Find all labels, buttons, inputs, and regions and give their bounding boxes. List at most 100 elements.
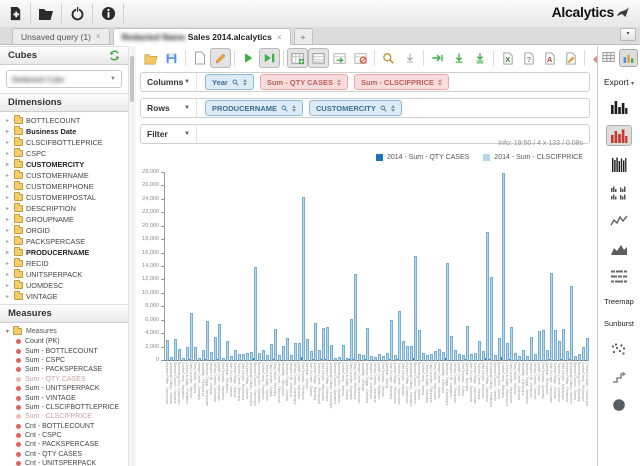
measure-item[interactable]: Sum - UNITSPERPACK bbox=[6, 384, 128, 393]
column-chart-icon[interactable] bbox=[607, 97, 631, 116]
pivot-chip[interactable]: Year bbox=[205, 74, 254, 90]
measure-item[interactable]: Cnt - PACKSPERCASE bbox=[6, 440, 128, 449]
chevron-right-icon[interactable]: ▸ bbox=[6, 183, 11, 190]
dimension-item[interactable]: ▸CUSTOMERPHONE bbox=[6, 181, 128, 192]
close-icon[interactable]: × bbox=[96, 32, 101, 41]
open-button[interactable] bbox=[31, 3, 62, 24]
refresh-icon[interactable] bbox=[109, 50, 120, 61]
chevron-right-icon[interactable]: ▸ bbox=[6, 238, 11, 245]
close-icon[interactable]: × bbox=[277, 33, 282, 42]
measure-item[interactable]: Sum - CLSCIFPRICE bbox=[6, 412, 128, 421]
chevron-right-icon[interactable]: ▸ bbox=[6, 249, 11, 256]
dimension-item[interactable]: ▸ORGID bbox=[6, 225, 128, 236]
measures-root[interactable]: ▾Measures bbox=[6, 326, 128, 337]
sidebar-scrollbar-thumb[interactable] bbox=[130, 56, 134, 102]
sort-icon[interactable] bbox=[292, 105, 296, 112]
run-auto-button[interactable] bbox=[259, 48, 280, 68]
dimension-item[interactable]: ▸CLSCIFBOTTLEPRICE bbox=[6, 137, 128, 148]
chevron-right-icon[interactable]: ▸ bbox=[6, 194, 11, 201]
treemap-button[interactable]: Treemap bbox=[604, 297, 634, 306]
save-query-button[interactable] bbox=[161, 48, 182, 68]
measure-item[interactable]: Sum - CSPC bbox=[6, 356, 128, 365]
area-chart-icon[interactable] bbox=[607, 239, 631, 258]
chevron-down-icon[interactable]: ▾ bbox=[6, 328, 9, 335]
step-path-icon[interactable] bbox=[607, 367, 631, 386]
dimension-item[interactable]: ▸GROUPNAME bbox=[6, 214, 128, 225]
measure-item[interactable]: Cnt - BOTTLECOUNT bbox=[6, 422, 128, 431]
measure-item[interactable]: Sum - BOTTLECOUNT bbox=[6, 346, 128, 355]
search-icon[interactable] bbox=[380, 105, 387, 112]
new-file-button[interactable] bbox=[189, 48, 210, 68]
chevron-right-icon[interactable]: ▸ bbox=[6, 271, 11, 278]
chevron-right-icon[interactable]: ▸ bbox=[6, 205, 11, 212]
chevron-right-icon[interactable]: ▸ bbox=[6, 150, 11, 157]
chevron-right-icon[interactable]: ▸ bbox=[6, 128, 11, 135]
sort-icon[interactable] bbox=[438, 79, 442, 86]
filter-dropdown[interactable]: Filter ▼ bbox=[141, 125, 197, 143]
open-query-button[interactable] bbox=[140, 48, 161, 68]
export-excel-button[interactable]: X bbox=[497, 48, 518, 68]
grid-stop-button[interactable] bbox=[350, 48, 371, 68]
cube-select[interactable]: Redacted Cube ▼ bbox=[6, 70, 122, 88]
sort-icon[interactable] bbox=[391, 105, 395, 112]
tab-overflow-button[interactable]: ▾ bbox=[620, 28, 636, 41]
measure-item[interactable]: Cnt - CSPC bbox=[6, 431, 128, 440]
column-chart-selected-icon[interactable] bbox=[606, 125, 632, 146]
row-bars-icon[interactable] bbox=[607, 267, 631, 286]
chevron-right-icon[interactable]: ▸ bbox=[6, 293, 11, 300]
dimension-item[interactable]: ▸UOMDESC bbox=[6, 280, 128, 291]
about-button[interactable] bbox=[93, 3, 124, 24]
dense-bars-icon[interactable] bbox=[607, 155, 631, 174]
chart-plot[interactable] bbox=[165, 172, 589, 361]
scatter-icon[interactable] bbox=[607, 339, 631, 358]
grid-add-button[interactable] bbox=[287, 48, 308, 68]
chart-view-button[interactable] bbox=[619, 49, 638, 67]
chevron-right-icon[interactable]: ▸ bbox=[6, 172, 11, 179]
search-icon[interactable] bbox=[232, 79, 239, 86]
table-view-button[interactable] bbox=[600, 49, 617, 65]
power-button[interactable] bbox=[62, 3, 93, 24]
pie-icon[interactable] bbox=[607, 395, 631, 414]
dimension-item[interactable]: ▸DESCRIPTION bbox=[6, 203, 128, 214]
measure-item[interactable]: Cnt - UNITSPERPACK bbox=[6, 459, 128, 466]
chevron-right-icon[interactable]: ▸ bbox=[6, 260, 11, 267]
dimension-item[interactable]: ▸BOTTLECOUNT bbox=[6, 115, 128, 126]
export-pdf-button[interactable]: A bbox=[539, 48, 560, 68]
export-help-button[interactable]: ? bbox=[518, 48, 539, 68]
chevron-right-icon[interactable]: ▸ bbox=[6, 139, 11, 146]
new-tab-button[interactable]: + bbox=[294, 28, 313, 44]
line-chart-icon[interactable] bbox=[607, 211, 631, 230]
pin-button[interactable] bbox=[399, 48, 420, 68]
run-button[interactable] bbox=[238, 48, 259, 68]
pivot-chip[interactable]: Sum - CLSCIFPRICE bbox=[354, 74, 449, 90]
dimension-item[interactable]: ▸Business Date bbox=[6, 126, 128, 137]
rows-dropdown[interactable]: Rows ▼ bbox=[141, 99, 197, 117]
sort-icon[interactable] bbox=[337, 79, 341, 86]
chevron-right-icon[interactable]: ▸ bbox=[6, 227, 11, 234]
measure-item[interactable]: Sum - PACKSPERCASE bbox=[6, 365, 128, 374]
chevron-right-icon[interactable]: ▸ bbox=[6, 282, 11, 289]
search-icon[interactable] bbox=[281, 105, 288, 112]
small-multiples-icon[interactable] bbox=[607, 183, 631, 202]
download-plus-button[interactable] bbox=[469, 48, 490, 68]
dimension-item[interactable]: ▸PRODUCERNAME bbox=[6, 247, 128, 258]
pivot-chip[interactable]: CUSTOMERCITY bbox=[309, 100, 402, 116]
dimension-item[interactable]: ▸PACKSPERCASE bbox=[6, 236, 128, 247]
pivot-chip[interactable]: PRODUCERNAME bbox=[205, 100, 303, 116]
measure-item[interactable]: Sum - CLSCIFBOTTLEPRICE bbox=[6, 403, 128, 412]
grid-totals-button[interactable] bbox=[308, 48, 329, 68]
sunburst-button[interactable]: Sunburst bbox=[604, 319, 634, 328]
dimension-item[interactable]: ▸CUSTOMERPOSTAL bbox=[6, 192, 128, 203]
tab-unsaved-query[interactable]: Unsaved query (1) × bbox=[12, 28, 110, 44]
dimension-item[interactable]: ▸CUSTOMERCITY bbox=[6, 159, 128, 170]
dimension-item[interactable]: ▸RECID bbox=[6, 258, 128, 269]
chevron-right-icon[interactable]: ▸ bbox=[6, 117, 11, 124]
pivot-chip[interactable]: Sum - QTY CASES bbox=[260, 74, 348, 90]
export-edit-button[interactable] bbox=[560, 48, 581, 68]
measure-item[interactable]: Sum - VINTAGE bbox=[6, 393, 128, 402]
dimension-item[interactable]: ▸CUSTOMERNAME bbox=[6, 170, 128, 181]
tab-sales-2014[interactable]: Redacted Name Sales 2014.alcalytics × bbox=[113, 28, 291, 45]
grid-refresh-button[interactable] bbox=[329, 48, 350, 68]
search-button[interactable] bbox=[378, 48, 399, 68]
export-menu[interactable]: Export ▾ bbox=[598, 77, 640, 87]
